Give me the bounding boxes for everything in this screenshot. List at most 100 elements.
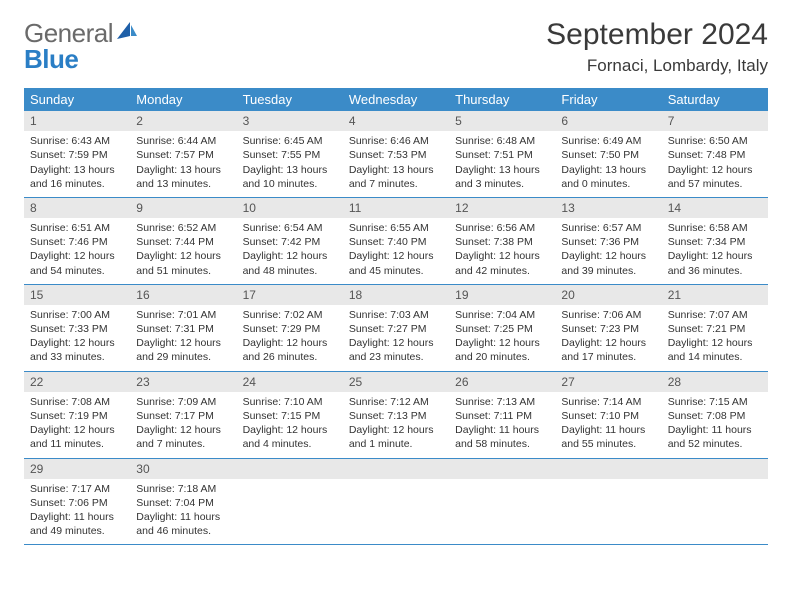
day-cell [237,459,343,545]
day-cell: 22Sunrise: 7:08 AMSunset: 7:19 PMDayligh… [24,372,130,458]
day-line-d1: Daylight: 12 hours [136,249,230,263]
weekday-header: Thursday [449,88,555,111]
day-line-sr: Sunrise: 7:03 AM [349,308,443,322]
day-number-row: 26 [449,372,555,392]
day-line-d2: and 13 minutes. [136,177,230,191]
day-line-sr: Sunrise: 6:48 AM [455,134,549,148]
day-line-ss: Sunset: 7:53 PM [349,148,443,162]
day-body: Sunrise: 6:52 AMSunset: 7:44 PMDaylight:… [130,218,236,284]
day-line-ss: Sunset: 7:57 PM [136,148,230,162]
day-body: Sunrise: 7:00 AMSunset: 7:33 PMDaylight:… [24,305,130,371]
day-line-d1: Daylight: 12 hours [349,336,443,350]
day-body: Sunrise: 6:58 AMSunset: 7:34 PMDaylight:… [662,218,768,284]
day-number-row [237,459,343,479]
day-line-ss: Sunset: 7:21 PM [668,322,762,336]
day-line-sr: Sunrise: 6:52 AM [136,221,230,235]
day-number-row: 20 [555,285,661,305]
day-line-d1: Daylight: 13 hours [136,163,230,177]
day-line-d1: Daylight: 12 hours [136,336,230,350]
day-body: Sunrise: 6:54 AMSunset: 7:42 PMDaylight:… [237,218,343,284]
day-number-row: 8 [24,198,130,218]
day-cell: 4Sunrise: 6:46 AMSunset: 7:53 PMDaylight… [343,111,449,197]
day-number-row: 9 [130,198,236,218]
day-number: 8 [30,201,37,215]
day-line-d2: and 46 minutes. [136,524,230,538]
day-line-sr: Sunrise: 7:17 AM [30,482,124,496]
day-line-sr: Sunrise: 6:58 AM [668,221,762,235]
day-line-d1: Daylight: 12 hours [455,336,549,350]
day-number: 12 [455,201,468,215]
day-line-d2: and 1 minute. [349,437,443,451]
day-line-ss: Sunset: 7:48 PM [668,148,762,162]
day-number-row: 23 [130,372,236,392]
day-number-row: 27 [555,372,661,392]
day-line-d2: and 20 minutes. [455,350,549,364]
day-line-d1: Daylight: 12 hours [30,423,124,437]
day-line-ss: Sunset: 7:04 PM [136,496,230,510]
week-row: 15Sunrise: 7:00 AMSunset: 7:33 PMDayligh… [24,285,768,372]
day-number [668,462,671,476]
day-line-sr: Sunrise: 6:56 AM [455,221,549,235]
day-body: Sunrise: 7:13 AMSunset: 7:11 PMDaylight:… [449,392,555,458]
day-line-d2: and 33 minutes. [30,350,124,364]
logo-sail-icon [117,22,137,45]
day-line-d2: and 0 minutes. [561,177,655,191]
day-line-d1: Daylight: 12 hours [243,423,337,437]
day-number-row: 16 [130,285,236,305]
day-line-ss: Sunset: 7:10 PM [561,409,655,423]
day-body: Sunrise: 6:49 AMSunset: 7:50 PMDaylight:… [555,131,661,197]
day-line-sr: Sunrise: 7:07 AM [668,308,762,322]
day-line-d2: and 10 minutes. [243,177,337,191]
day-cell: 23Sunrise: 7:09 AMSunset: 7:17 PMDayligh… [130,372,236,458]
day-number [561,462,564,476]
day-line-ss: Sunset: 7:34 PM [668,235,762,249]
day-line-d1: Daylight: 12 hours [668,336,762,350]
location-subtitle: Fornaci, Lombardy, Italy [546,56,768,76]
day-number-row [449,459,555,479]
weekday-header: Monday [130,88,236,111]
day-body: Sunrise: 7:03 AMSunset: 7:27 PMDaylight:… [343,305,449,371]
day-number: 9 [136,201,143,215]
day-cell [343,459,449,545]
day-number: 20 [561,288,574,302]
day-line-sr: Sunrise: 6:43 AM [30,134,124,148]
day-line-d2: and 58 minutes. [455,437,549,451]
day-cell [555,459,661,545]
day-number: 19 [455,288,468,302]
day-number-row: 15 [24,285,130,305]
day-body: Sunrise: 7:07 AMSunset: 7:21 PMDaylight:… [662,305,768,371]
day-line-d2: and 51 minutes. [136,264,230,278]
day-line-d2: and 4 minutes. [243,437,337,451]
day-body [555,479,661,541]
day-line-ss: Sunset: 7:29 PM [243,322,337,336]
day-line-d2: and 49 minutes. [30,524,124,538]
weekday-header: Sunday [24,88,130,111]
day-line-sr: Sunrise: 6:46 AM [349,134,443,148]
day-body: Sunrise: 7:04 AMSunset: 7:25 PMDaylight:… [449,305,555,371]
day-number: 2 [136,114,143,128]
day-body: Sunrise: 7:06 AMSunset: 7:23 PMDaylight:… [555,305,661,371]
day-line-sr: Sunrise: 7:00 AM [30,308,124,322]
day-body: Sunrise: 6:44 AMSunset: 7:57 PMDaylight:… [130,131,236,197]
day-line-ss: Sunset: 7:38 PM [455,235,549,249]
day-body: Sunrise: 6:57 AMSunset: 7:36 PMDaylight:… [555,218,661,284]
day-cell [662,459,768,545]
day-cell: 8Sunrise: 6:51 AMSunset: 7:46 PMDaylight… [24,198,130,284]
day-line-sr: Sunrise: 7:13 AM [455,395,549,409]
day-line-d1: Daylight: 13 hours [30,163,124,177]
title-block: September 2024 Fornaci, Lombardy, Italy [546,18,768,76]
day-number-row: 29 [24,459,130,479]
day-line-d2: and 17 minutes. [561,350,655,364]
day-body: Sunrise: 7:08 AMSunset: 7:19 PMDaylight:… [24,392,130,458]
day-line-ss: Sunset: 7:44 PM [136,235,230,249]
day-line-d1: Daylight: 12 hours [136,423,230,437]
day-number: 5 [455,114,462,128]
day-number-row: 22 [24,372,130,392]
day-line-d1: Daylight: 12 hours [30,249,124,263]
day-number-row: 17 [237,285,343,305]
day-body: Sunrise: 7:02 AMSunset: 7:29 PMDaylight:… [237,305,343,371]
day-line-d1: Daylight: 12 hours [243,249,337,263]
day-line-sr: Sunrise: 7:04 AM [455,308,549,322]
day-number: 13 [561,201,574,215]
day-number: 10 [243,201,256,215]
